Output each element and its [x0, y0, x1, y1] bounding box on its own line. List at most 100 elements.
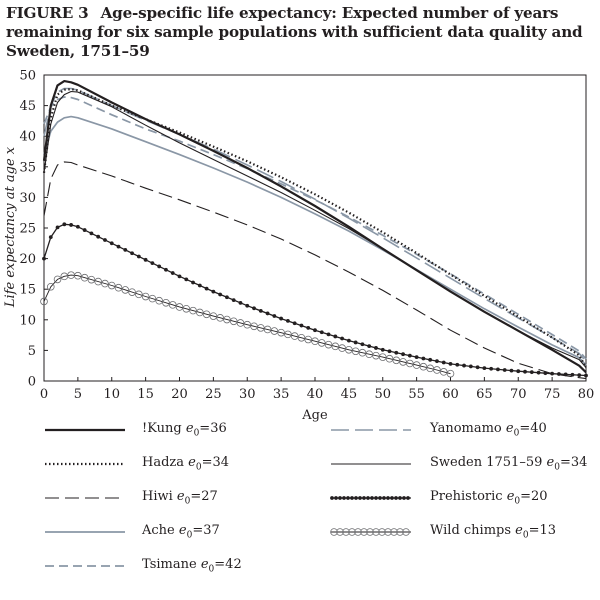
series-layer: [40, 80, 588, 380]
legend-label: Ache e0=37: [142, 523, 220, 541]
legend-swatch: [331, 429, 411, 431]
legend-e-symbol: e: [505, 421, 514, 437]
x-tick-label: 55: [408, 387, 425, 402]
series-marker: [107, 281, 116, 290]
x-tick-label: 50: [374, 387, 391, 402]
legend-subscript: 0: [184, 496, 191, 507]
series-marker: [238, 301, 243, 305]
series-marker: [69, 223, 73, 227]
series-prehistoric: [42, 222, 588, 378]
series-marker: [168, 301, 177, 309]
x-axis-label: Age: [301, 408, 328, 423]
series-marker: [164, 267, 168, 272]
series-marker: [496, 367, 500, 372]
series-marker: [286, 319, 290, 323]
legend-e-symbol: e: [178, 523, 187, 539]
series-hadza: [42, 88, 587, 369]
series-marker: [162, 298, 170, 307]
series-marker: [279, 316, 284, 321]
legend-e-symbol: e: [506, 489, 515, 505]
series-marker: [141, 292, 150, 301]
series-marker: [204, 286, 209, 291]
legend-series-name: Yanomamo: [430, 421, 506, 437]
series-marker: [258, 308, 263, 313]
series-marker: [101, 279, 109, 288]
series-marker: [529, 370, 534, 375]
series-marker: [109, 241, 114, 246]
y-tick-label: 40: [19, 130, 36, 145]
series-marker: [75, 224, 80, 229]
y-tick-label: 5: [28, 344, 36, 359]
y-axis-label: Life expectancy at age x: [3, 146, 18, 308]
series-marker: [502, 368, 507, 372]
legend-subscript: 0: [513, 428, 520, 439]
series-marker: [155, 296, 163, 305]
legend-subscript: 0: [554, 462, 560, 473]
legend-item: Tsimane e0=42: [44, 554, 242, 578]
legend-series-name: Ache: [142, 523, 179, 539]
series-marker: [130, 251, 134, 256]
x-tick-label: 60: [442, 387, 459, 402]
series-marker: [82, 228, 87, 232]
legend-label: !Kung e0=36: [142, 421, 227, 439]
legend-e0-value: =27: [190, 489, 218, 505]
series-marker: [265, 311, 270, 316]
series-marker: [80, 273, 89, 282]
legend-series-name: Wild chimps: [430, 523, 516, 539]
series-marker: [367, 344, 372, 349]
legend-series-name: Tsimane: [142, 557, 201, 573]
series-marker: [374, 346, 378, 350]
series-marker: [433, 366, 441, 374]
series-marker: [96, 234, 101, 239]
y-tick-label: 35: [19, 160, 36, 175]
series-marker: [407, 353, 412, 358]
series-line: [42, 88, 587, 369]
figure-title-text: Age-specific life expectancy: Expected n…: [6, 4, 583, 60]
legend-swatch: [45, 565, 125, 567]
series-yanomamo: [43, 87, 587, 362]
x-tick-label: 20: [171, 387, 188, 402]
series-marker: [245, 303, 250, 308]
y-tick-label: 50: [19, 69, 36, 84]
series-marker: [74, 271, 82, 280]
series-marker: [516, 369, 521, 374]
legend-item: !Kung e0=36: [44, 418, 227, 442]
legend-swatch: [330, 528, 411, 536]
series-tsimane: [43, 96, 587, 360]
series-marker: [150, 261, 155, 266]
y-tick-label: 0: [28, 375, 36, 390]
legend-e-symbol: e: [185, 421, 194, 437]
series-marker: [189, 306, 197, 315]
series-kung: [42, 80, 587, 374]
series-marker: [184, 277, 189, 282]
series-marker: [121, 286, 130, 294]
series-marker: [196, 308, 204, 317]
series-marker: [455, 362, 460, 367]
series-marker: [175, 303, 184, 311]
series-marker: [475, 365, 480, 370]
legend-swatch: [45, 428, 125, 432]
legend-item: Ache e0=37: [44, 520, 220, 544]
series-marker: [148, 294, 157, 303]
series-marker: [353, 340, 358, 345]
series-marker: [421, 356, 426, 361]
series-marker: [55, 225, 60, 230]
series-line: [42, 80, 587, 374]
series-marker: [380, 347, 385, 352]
legend-e-symbol: e: [515, 523, 523, 539]
series-marker: [197, 283, 202, 288]
y-tick-label: 45: [19, 99, 36, 114]
series-marker: [94, 277, 102, 286]
x-tick-label: 35: [273, 387, 290, 402]
series-marker: [435, 359, 439, 364]
x-tick-label: 80: [578, 387, 595, 402]
series-marker: [211, 289, 216, 294]
series-wild-chimps: [40, 271, 455, 378]
x-tick-label: 75: [544, 387, 561, 402]
series-marker: [306, 325, 311, 330]
figure-title: FIGURE 3 Age-specific life expectancy: Ex…: [6, 4, 596, 61]
y-tick-label: 20: [19, 252, 36, 267]
legend-label: Wild chimps e0=13: [430, 523, 556, 541]
legend-series-name: Prehistoric: [430, 489, 507, 505]
